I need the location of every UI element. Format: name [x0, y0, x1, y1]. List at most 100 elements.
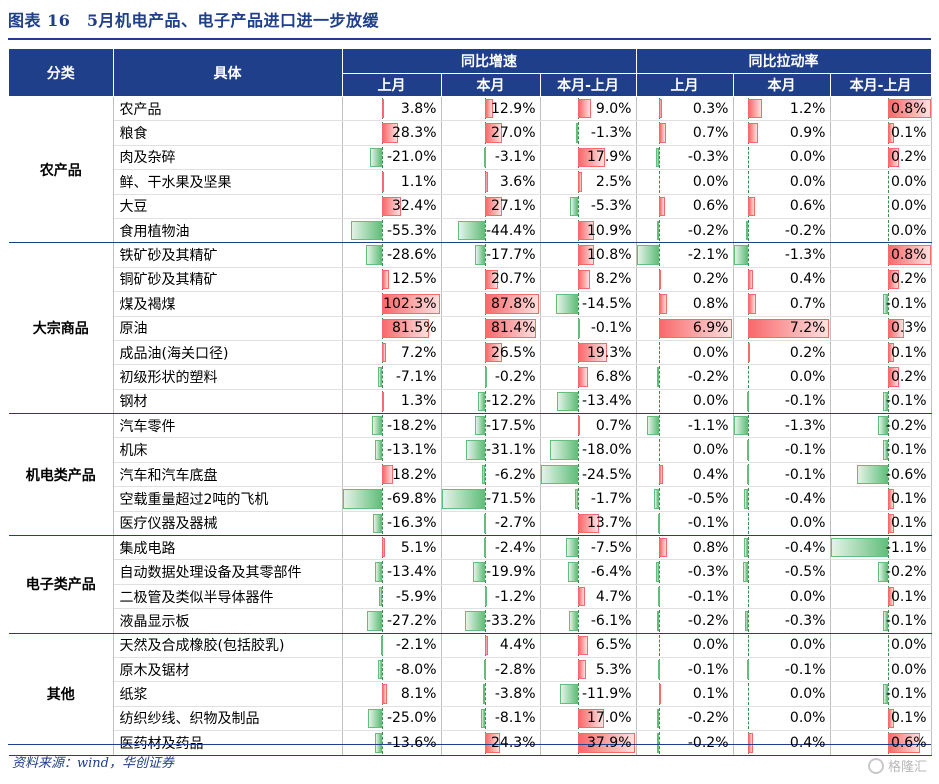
value-cell: 0.8%: [830, 242, 932, 268]
data-bar-axis: [485, 488, 487, 510]
value-cell: 5.3%: [540, 657, 637, 683]
value-text: 8.2%: [595, 271, 632, 288]
value-cell: -1.7%: [540, 486, 637, 512]
data-bar: [559, 684, 578, 704]
value-cell: -3.1%: [441, 145, 541, 171]
data-bar: [485, 294, 539, 314]
data-bar: [748, 99, 762, 119]
value-text: 0.0%: [789, 149, 826, 166]
data-bar: [366, 611, 383, 631]
item-cell: 初级形状的塑料: [113, 364, 343, 390]
data-bar-axis: [658, 610, 660, 632]
value-text: 0.3%: [692, 100, 729, 117]
value-text: 0.2%: [692, 271, 729, 288]
data-bar: [653, 489, 659, 509]
data-bar-axis: [888, 561, 890, 583]
value-cell: 0.2%: [830, 145, 932, 171]
value-text: -3.1%: [494, 149, 536, 166]
data-bar-axis: [577, 390, 579, 413]
data-bar-axis: [382, 415, 384, 437]
value-cell: 0.0%: [733, 169, 831, 195]
category-cell: 大宗商品: [9, 242, 114, 415]
value-text: -2.1%: [395, 637, 437, 654]
value-text: 0.0%: [789, 710, 826, 727]
data-bar-axis: [658, 390, 660, 413]
data-bar: [382, 123, 399, 143]
header-item: 具体: [113, 49, 343, 97]
value-cell: -11.9%: [540, 681, 637, 707]
figure-title: 图表 16 5月机电产品、电子产品进口进一步放缓: [8, 11, 379, 30]
value-text: 81.4%: [491, 320, 536, 337]
data-bar: [655, 562, 659, 582]
data-bar: [733, 245, 749, 265]
data-bar: [888, 513, 894, 534]
data-bar-axis: [577, 683, 579, 705]
item-cell: 农产品: [113, 96, 343, 122]
data-bar: [485, 196, 503, 216]
header-category: 分类: [9, 49, 114, 97]
value-cell: 0.0%: [733, 584, 831, 610]
value-cell: -0.2%: [636, 608, 734, 634]
value-text: -0.1%: [784, 661, 826, 678]
data-bar: [888, 708, 894, 729]
value-text: 0.0%: [692, 442, 729, 459]
value-text: 0.0%: [789, 637, 826, 654]
data-bar: [748, 123, 759, 143]
value-text: -31.1%: [485, 442, 536, 459]
data-bar: [657, 586, 660, 607]
value-text: -0.1%: [784, 466, 826, 483]
value-cell: -16.3%: [342, 511, 442, 537]
item-cell: 空载重量超过2吨的飞机: [113, 486, 343, 512]
data-bar-axis: [485, 415, 487, 437]
value-cell: 3.8%: [342, 96, 442, 122]
value-text: 0.6%: [789, 198, 826, 215]
table-row: 电子类产品 集成电路 5.1% -2.4% -7.5% 0.8% -0.4% -1.1%: [9, 535, 932, 634]
value-text: 0.0%: [692, 173, 729, 190]
data-bar-axis: [658, 219, 660, 242]
value-cell: 3.6%: [441, 169, 541, 195]
data-bar: [382, 318, 429, 338]
data-bar: [550, 440, 578, 460]
category-cell: 其他: [9, 633, 114, 756]
value-text: 37.9%: [587, 734, 632, 751]
data-bar-axis: [658, 146, 660, 169]
value-cell: -0.3%: [733, 608, 831, 634]
header-diff-2: 本月-上月: [830, 73, 932, 97]
value-cell: -0.4%: [733, 535, 831, 561]
table-row: 纺织纱线、织物及制品 -25.0% -8.1% 17.0% -0.2% 0.0% 0.1%: [9, 706, 932, 732]
data-bar: [743, 489, 749, 509]
table-row: 原木及锯材 -8.0% -2.8% 5.3% -0.1% -0.1% 0.0%: [9, 657, 932, 683]
value-cell: 0.0%: [636, 340, 734, 366]
value-text: 10.9%: [587, 222, 632, 239]
data-bar: [577, 99, 592, 119]
value-cell: -1.1%: [636, 413, 734, 439]
value-text: -0.2%: [885, 564, 927, 581]
value-text: -13.4%: [386, 564, 437, 581]
item-cell: 铜矿砂及其精矿: [113, 267, 343, 293]
table-row: 纸浆 8.1% -3.8% -11.9% 0.1% 0.0% -0.1%: [9, 681, 932, 707]
data-bar-axis: [748, 415, 750, 437]
value-cell: -33.2%: [441, 608, 541, 634]
data-bar-axis: [888, 634, 890, 656]
data-bar: [374, 562, 383, 582]
value-cell: 18.2%: [342, 462, 442, 488]
value-text: 0.0%: [692, 393, 729, 410]
data-bar-axis: [577, 293, 579, 315]
table-row: 其他 天然及合成橡胶(包括胶乳) -2.1% 4.4% 6.5% 0.0% 0.0% 0.0%: [9, 633, 932, 756]
data-bar: [888, 147, 899, 168]
data-bar: [381, 635, 384, 655]
value-text: 0.9%: [789, 125, 826, 142]
value-text: -1.1%: [885, 539, 927, 556]
value-text: -0.4%: [784, 539, 826, 556]
value-cell: 0.0%: [733, 681, 831, 707]
value-text: 0.0%: [789, 515, 826, 532]
value-cell: 0.1%: [830, 340, 932, 366]
data-bar: [577, 659, 586, 680]
header-prev-month-1: 上月: [342, 73, 442, 97]
data-bar: [748, 733, 753, 753]
data-bar-axis: [485, 658, 487, 681]
item-cell: 纺织纱线、织物及制品: [113, 706, 343, 732]
data-bar-axis: [658, 341, 660, 364]
value-text: -2.8%: [494, 661, 536, 678]
data-bar: [656, 220, 659, 241]
